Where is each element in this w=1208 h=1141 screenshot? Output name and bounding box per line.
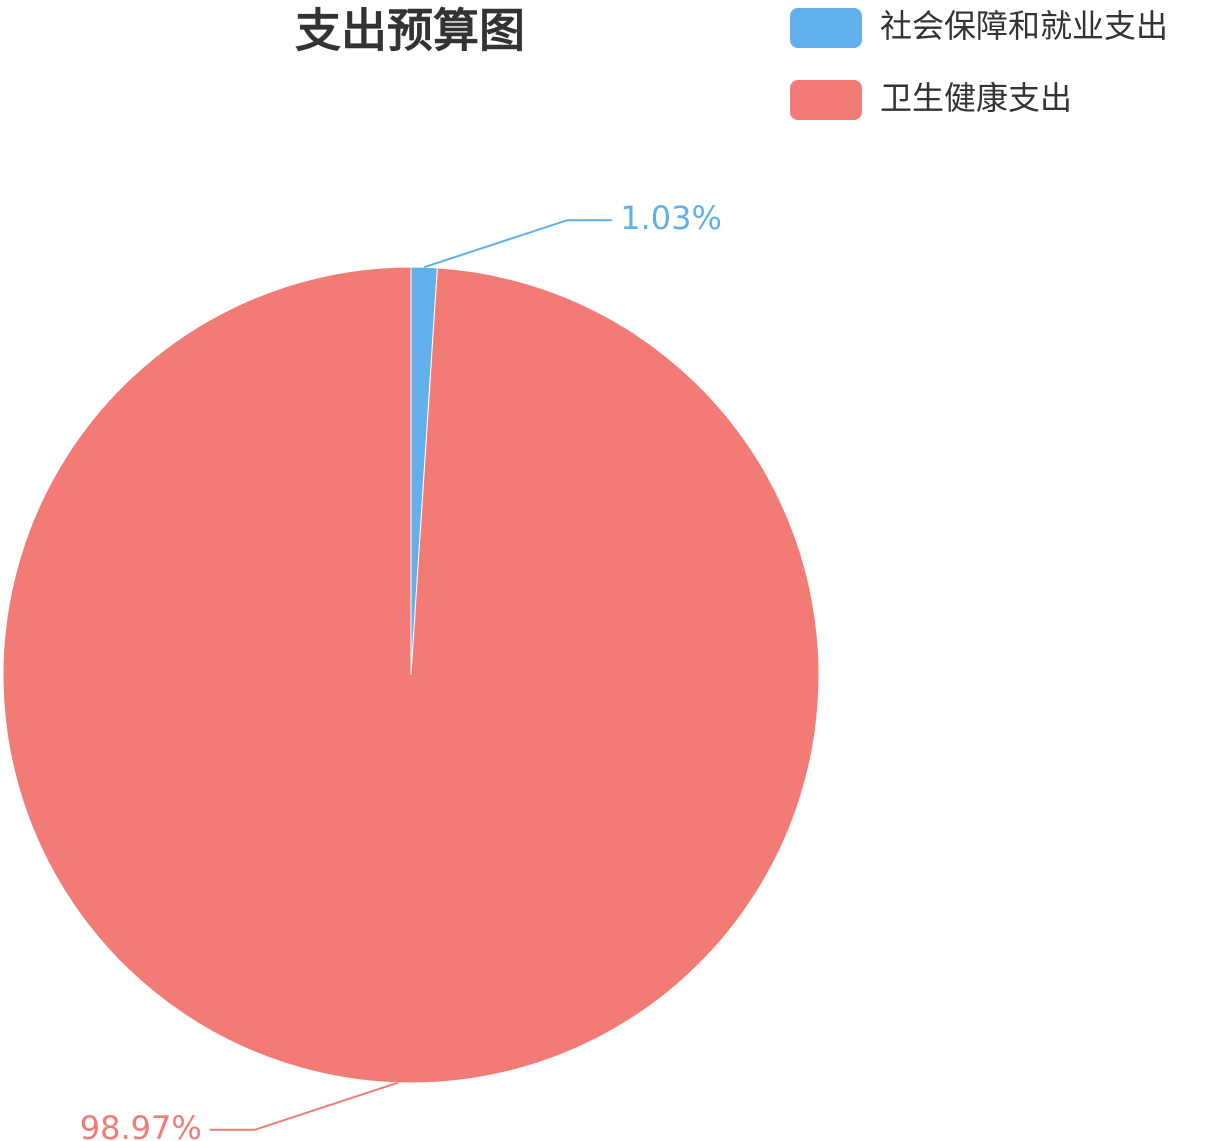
legend-label: 社会保障和就业支出: [880, 7, 1168, 45]
data-label: 98.97%: [80, 1109, 202, 1141]
legend-swatch: [790, 80, 862, 120]
legend-label: 卫生健康支出: [880, 79, 1072, 117]
data-label: 1.03%: [620, 199, 722, 237]
chart-title: 支出预算图: [295, 4, 525, 58]
pie-slice: [2, 266, 820, 1084]
legend-swatch: [790, 8, 862, 48]
label-leader: [209, 1081, 399, 1131]
label-leader: [423, 219, 613, 269]
